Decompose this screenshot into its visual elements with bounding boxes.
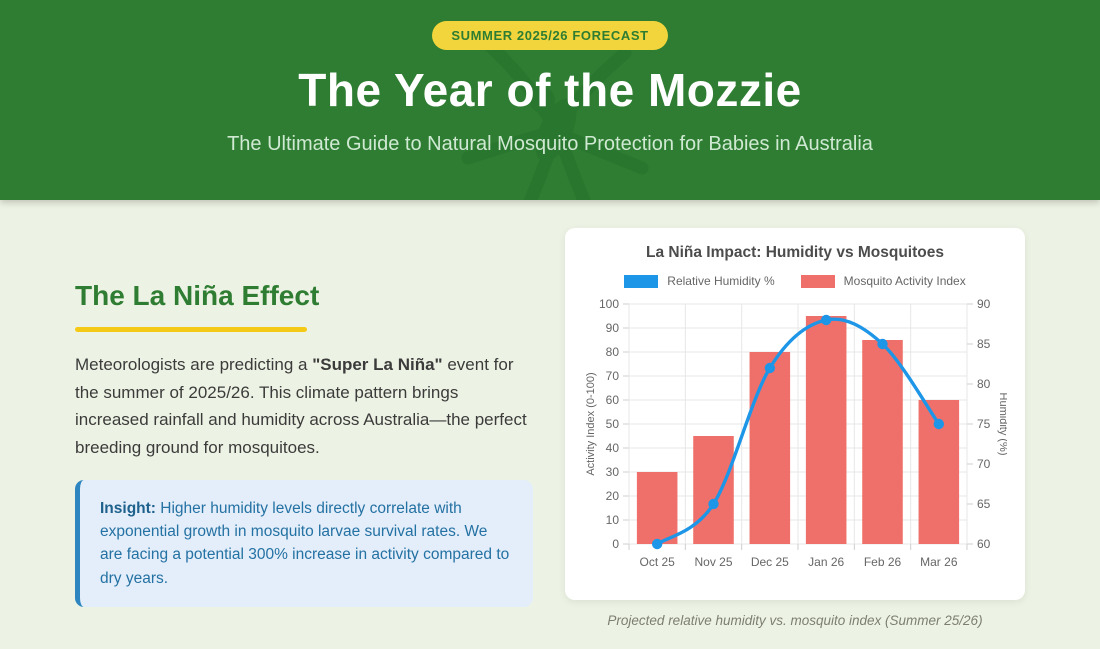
accent-underline [75,327,307,332]
svg-text:80: 80 [606,345,620,359]
svg-text:60: 60 [606,393,620,407]
svg-text:0: 0 [612,537,619,551]
page-title: The Year of the Mozzie [298,64,802,116]
intro-text-after: event for the summer of 2025/26. This cl… [75,355,527,458]
svg-text:Nov 25: Nov 25 [694,555,732,569]
legend-swatch-mosquito-icon [800,274,835,288]
forecast-badge: SUMMER 2025/26 FORECAST [432,21,668,50]
chart-caption: Projected relative humidity vs. mosquito… [607,613,983,628]
chart-column: La Niña Impact: Humidity vs Mosquitoes R… [565,228,1025,628]
svg-text:Oct 25: Oct 25 [639,555,675,569]
legend-item-humidity[interactable]: Relative Humidity % [624,274,775,288]
svg-text:20: 20 [606,489,620,503]
chart-legend: Relative Humidity % Mosquito Activity In… [583,274,1007,288]
section-heading: The La Niña Effect [75,280,320,311]
chart-title: La Niña Impact: Humidity vs Mosquitoes [646,244,944,261]
svg-text:30: 30 [606,465,620,479]
svg-text:100: 100 [599,297,619,311]
svg-text:40: 40 [606,441,620,455]
svg-text:70: 70 [606,369,620,383]
intro-text-before: Meteorologists are predicting a [75,355,313,374]
intro-paragraph: Meteorologists are predicting a "Super L… [75,351,533,462]
legend-label-humidity: Relative Humidity % [667,274,775,288]
hero-header: SUMMER 2025/26 FORECAST The Year of the … [0,0,1100,200]
intro-text-bold: "Super La Niña" [312,355,443,374]
legend-item-mosquito[interactable]: Mosquito Activity Index [800,274,966,288]
humidity-mosquito-chart[interactable]: 0 10 20 30 40 50 60 70 80 90 100 60 65 70 75 80 85 90 Oct … [583,292,1007,588]
svg-text:60: 60 [977,537,991,551]
svg-text:90: 90 [606,321,620,335]
legend-label-mosquito: Mosquito Activity Index [843,274,966,288]
svg-text:70: 70 [977,457,991,471]
insight-callout: Insight: Higher humidity levels directly… [75,479,533,607]
svg-text:Humidity (%): Humidity (%) [997,393,1007,456]
svg-text:80: 80 [977,377,991,391]
page-subtitle: The Ultimate Guide to Natural Mosquito P… [227,133,873,155]
svg-text:Dec 25: Dec 25 [751,555,789,569]
chart-card: La Niña Impact: Humidity vs Mosquitoes R… [565,228,1025,600]
svg-text:90: 90 [977,297,991,311]
svg-text:Feb 26: Feb 26 [864,555,902,569]
svg-text:Jan 26: Jan 26 [808,555,844,569]
insight-label: Insight: [100,499,156,517]
svg-text:10: 10 [606,513,620,527]
svg-text:85: 85 [977,337,991,351]
svg-text:Mar 26: Mar 26 [920,555,958,569]
svg-text:Activity Index (0-100): Activity Index (0-100) [585,372,597,475]
svg-text:50: 50 [606,417,620,431]
legend-swatch-humidity-icon [624,274,659,288]
la-nina-section: The La Niña Effect Meteorologists are pr… [75,228,533,607]
svg-text:65: 65 [977,497,991,511]
insight-text: Higher humidity levels directly correlat… [100,499,510,587]
main-content: The La Niña Effect Meteorologists are pr… [75,200,1025,628]
svg-text:75: 75 [977,417,991,431]
